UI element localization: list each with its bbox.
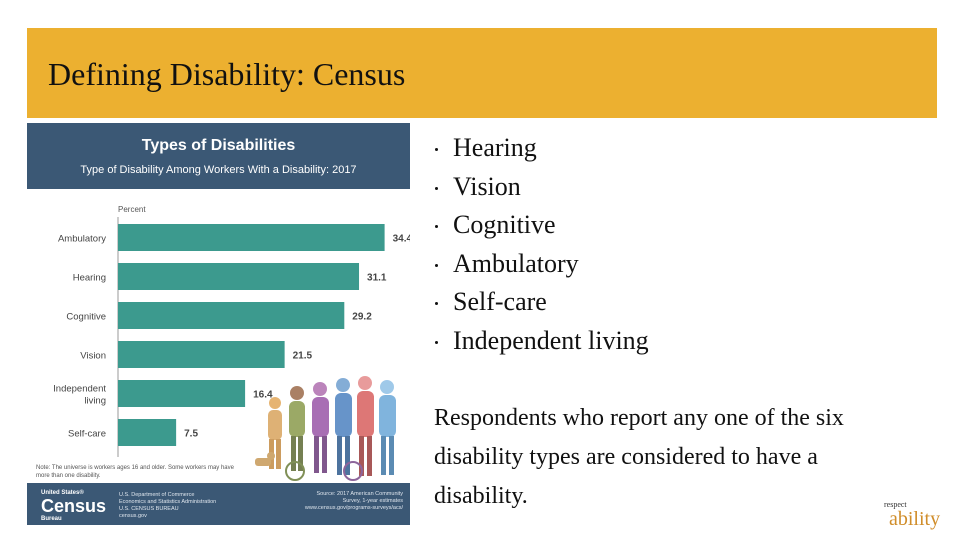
bar-self-care [118, 419, 177, 446]
bar-vision [118, 341, 285, 368]
category-label: Vision [80, 351, 106, 362]
list-item: Independent living [433, 322, 649, 361]
census-infographic: Types of Disabilities Type of Disability… [27, 123, 410, 525]
bullet-icon [435, 302, 438, 306]
list-item: Hearing [433, 129, 649, 168]
category-label: Self-care [68, 429, 106, 440]
list-item: Vision [433, 168, 649, 207]
footer-agency: U.S. Department of Commerce Economics an… [119, 492, 229, 520]
infographic-subtitle: Type of Disability Among Workers With a … [80, 164, 357, 176]
category-label: Ambulatory [58, 234, 106, 245]
category-label: Hearing [73, 273, 106, 284]
category-label: Independent [53, 384, 106, 395]
census-logo-main: Census [41, 496, 107, 516]
list-item-label: Vision [453, 171, 521, 201]
list-item: Cognitive [433, 206, 649, 245]
value-label: 29.2 [352, 312, 372, 323]
value-label: 7.5 [184, 429, 198, 440]
footer-agency-line: U.S. CENSUS BUREAU [119, 506, 179, 512]
list-item-label: Self-care [453, 287, 547, 317]
bar-ambulatory [118, 224, 385, 251]
bullet-icon [435, 225, 438, 229]
infographic-title: Types of Disabilities [141, 137, 296, 154]
value-label: 21.5 [293, 351, 313, 362]
list-item: Ambulatory [433, 245, 649, 284]
census-logo: United States® Census Bureau [41, 489, 106, 523]
list-item-label: Ambulatory [453, 248, 579, 278]
list-item-label: Cognitive [453, 210, 556, 240]
disability-bar-chart: Percent 34.4 Ambulatory 31.1 Hearing 29.2 Cog… [53, 205, 410, 457]
infographic-footer: United States® Census Bureau U.S. Depart… [27, 483, 410, 525]
logo-respect-text: respect [884, 500, 907, 509]
people-illustration [255, 376, 396, 481]
title-bar: Defining Disability: Census [27, 28, 937, 118]
bar-cognitive [118, 302, 345, 329]
footer-source-line: Survey, 1-year estimates [342, 498, 403, 504]
footer-source-line: www.census.gov/programs-surveys/acs/ [304, 505, 403, 511]
list-item-label: Independent living [453, 325, 649, 355]
footer-agency-line: census.gov [119, 513, 147, 519]
value-label: 16.4 [253, 390, 273, 401]
x-axis-label: Percent [118, 205, 146, 214]
logo-ability-text: ability [889, 508, 941, 530]
bullet-icon [435, 340, 438, 344]
value-label: 31.1 [367, 273, 387, 284]
category-label: living [84, 396, 106, 407]
list-item-label: Hearing [453, 133, 537, 162]
bar-independent-living [118, 380, 246, 407]
disability-types-list: Hearing Vision Cognitive Ambulatory Self… [433, 129, 649, 361]
bar-hearing [118, 263, 360, 290]
footer-agency-line: U.S. Department of Commerce [119, 492, 195, 498]
bullet-icon [435, 148, 438, 151]
infographic-header: Types of Disabilities Type of Disability… [27, 123, 410, 189]
list-item: Self-care [433, 283, 649, 322]
slide-title: Defining Disability: Census [48, 56, 406, 92]
category-label: Cognitive [66, 312, 106, 323]
bars-group: 34.4 Ambulatory 31.1 Hearing 29.2 Cognitive 21… [53, 224, 410, 446]
census-logo-top: United States® [41, 490, 84, 496]
bullet-icon [435, 186, 438, 190]
census-logo-bottom: Bureau [41, 516, 62, 522]
footer-source-line: Source: 2017 American Community [316, 491, 403, 497]
definition-paragraph: Respondents who report any one of the si… [434, 405, 844, 509]
value-label: 34.4 [393, 234, 410, 245]
footer-agency-line: Economics and Statistics Administration [119, 499, 217, 505]
infographic-note: Note: The universe is workers ages 16 an… [36, 465, 234, 479]
bullet-icon [435, 263, 438, 267]
footer-source: Source: 2017 American Community Survey, … [285, 491, 403, 512]
